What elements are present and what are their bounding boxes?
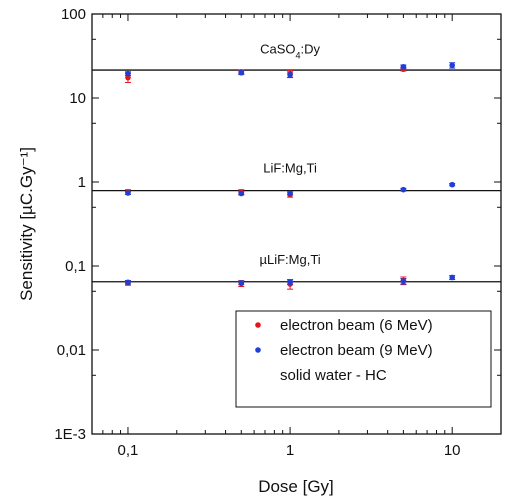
legend-label: electron beam (9 MeV) [280, 342, 433, 359]
y-tick-label: 100 [61, 6, 86, 23]
legend: electron beam (6 MeV) electron beam (9 Me… [235, 310, 492, 408]
legend-label: electron beam (6 MeV) [280, 317, 433, 334]
y-tick-label: 0,01 [57, 342, 86, 359]
data-point [449, 274, 455, 281]
data-point [125, 74, 131, 81]
data-point [238, 280, 245, 286]
x-tick-label: 10 [444, 442, 461, 459]
y-tick-label: 10 [69, 90, 86, 107]
data-point [287, 71, 293, 78]
legend-marker [255, 347, 261, 353]
data-point [449, 62, 455, 69]
y-axis-title: Sensitivity [µC.Gy⁻¹] [17, 147, 36, 301]
data-point [287, 279, 293, 286]
legend-marker [255, 322, 261, 328]
x-tick-label: 1 [286, 442, 294, 459]
data-point [238, 190, 245, 197]
plot-frame [91, 13, 502, 435]
annotation-label: µLiF:Mg,Ti [259, 252, 320, 267]
y-tick-label: 1 [78, 174, 86, 191]
x-axis-title: Dose [Gy] [258, 477, 334, 496]
x-tick-label: 0,1 [118, 442, 139, 459]
data-point [125, 279, 131, 286]
data-point [125, 70, 131, 77]
data-point [400, 186, 407, 193]
data-point [400, 64, 407, 70]
data-point [400, 278, 407, 284]
y-tick-label: 1E-3 [54, 426, 86, 443]
y-tick-label: 0,1 [65, 258, 86, 275]
legend-box [235, 310, 492, 408]
data-point [238, 69, 245, 76]
legend-label: solid water - HC [280, 367, 387, 384]
annotation-label: LiF:Mg,Ti [263, 160, 317, 175]
data-point [287, 190, 293, 197]
data-point [449, 181, 455, 188]
annotation-label: CaSO4:Dy [260, 41, 320, 60]
data-point [125, 190, 131, 196]
